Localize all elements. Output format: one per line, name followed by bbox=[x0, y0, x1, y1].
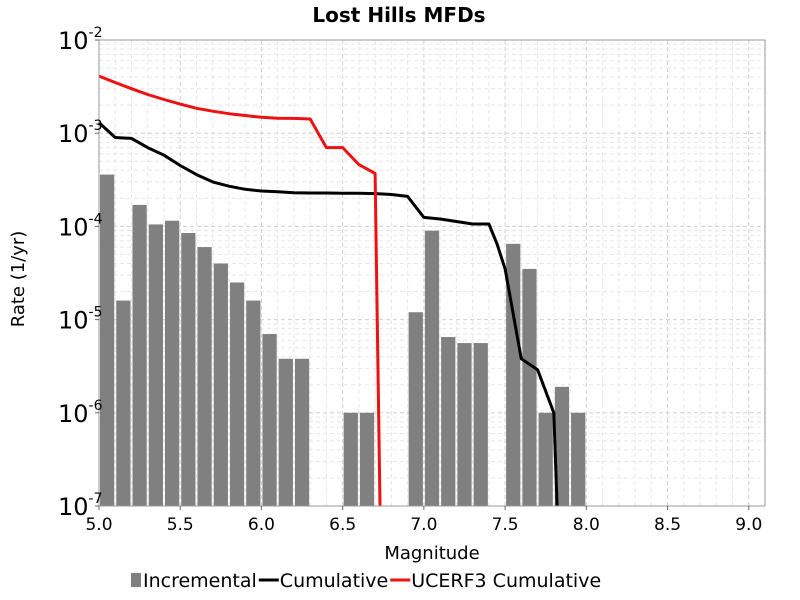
incremental-bar bbox=[424, 230, 440, 506]
incremental-bar bbox=[262, 334, 277, 506]
incremental-bar bbox=[132, 204, 147, 506]
y-tick-label: 10-4 bbox=[58, 211, 103, 241]
chart-title: Lost Hills MFDs bbox=[312, 3, 485, 27]
incremental-bar bbox=[181, 232, 196, 506]
y-tick-label: 10-2 bbox=[58, 25, 103, 55]
y-tick-label: 10-5 bbox=[58, 305, 103, 335]
y-axis-label: Rate (1/yr) bbox=[8, 231, 29, 328]
incremental-bar bbox=[538, 412, 553, 506]
x-axis-ticks: 5.0 5.5 6.0 6.5 7.0 7.5 8.0 8.5 9.0 bbox=[85, 506, 762, 535]
incremental-bar bbox=[571, 412, 586, 506]
x-tick-label: 8.5 bbox=[654, 515, 681, 535]
incremental-bar bbox=[408, 312, 423, 506]
y-tick-label: 10-7 bbox=[58, 491, 103, 521]
incremental-bar bbox=[457, 343, 472, 506]
series-line bbox=[98, 74, 382, 507]
plot-frame bbox=[98, 39, 766, 507]
x-tick-label: 8.0 bbox=[573, 515, 600, 535]
legend-label: Cumulative bbox=[280, 570, 388, 592]
y-tick-label: 10-3 bbox=[58, 118, 103, 148]
legend: Incremental Cumulative UCERF3 Cumulative bbox=[131, 570, 601, 592]
series-line bbox=[97, 121, 559, 507]
x-tick-label: 9.0 bbox=[735, 515, 762, 535]
incremental-bar bbox=[197, 247, 212, 507]
incremental-bar bbox=[100, 174, 115, 506]
incremental-bar bbox=[164, 220, 180, 506]
incremental-bar bbox=[246, 300, 261, 506]
x-tick-label: 6.5 bbox=[329, 515, 356, 535]
x-tick-label: 7.5 bbox=[492, 515, 519, 535]
incremental-bar bbox=[148, 224, 163, 506]
incremental-bar bbox=[522, 268, 537, 506]
incremental-bar bbox=[473, 343, 488, 506]
legend-label: UCERF3 Cumulative bbox=[411, 570, 601, 592]
incremental-bar bbox=[506, 243, 521, 506]
incremental-bar bbox=[116, 300, 131, 506]
y-axis-ticks: 10-7 10-6 10-5 10-4 10-3 10-2 bbox=[58, 25, 103, 521]
incremental-bar bbox=[554, 386, 570, 506]
incremental-bar bbox=[359, 412, 375, 506]
y-tick-label: 10-6 bbox=[58, 398, 103, 428]
incremental-bar bbox=[278, 358, 293, 506]
incremental-bar bbox=[294, 358, 310, 506]
x-tick-label: 5.0 bbox=[85, 515, 112, 535]
cumulative-lines bbox=[97, 74, 559, 507]
x-axis-label: Magnitude bbox=[384, 543, 479, 564]
incremental-bar bbox=[441, 337, 456, 506]
x-tick-label: 5.5 bbox=[167, 515, 194, 535]
legend-swatch-bar bbox=[131, 573, 141, 587]
incremental-bar bbox=[213, 263, 228, 506]
incremental-bar bbox=[229, 282, 245, 506]
x-tick-label: 6.0 bbox=[248, 515, 275, 535]
incremental-bars bbox=[100, 174, 586, 507]
x-tick-label: 7.0 bbox=[410, 515, 437, 535]
legend-label: Incremental bbox=[143, 570, 257, 592]
incremental-bar bbox=[343, 412, 358, 506]
